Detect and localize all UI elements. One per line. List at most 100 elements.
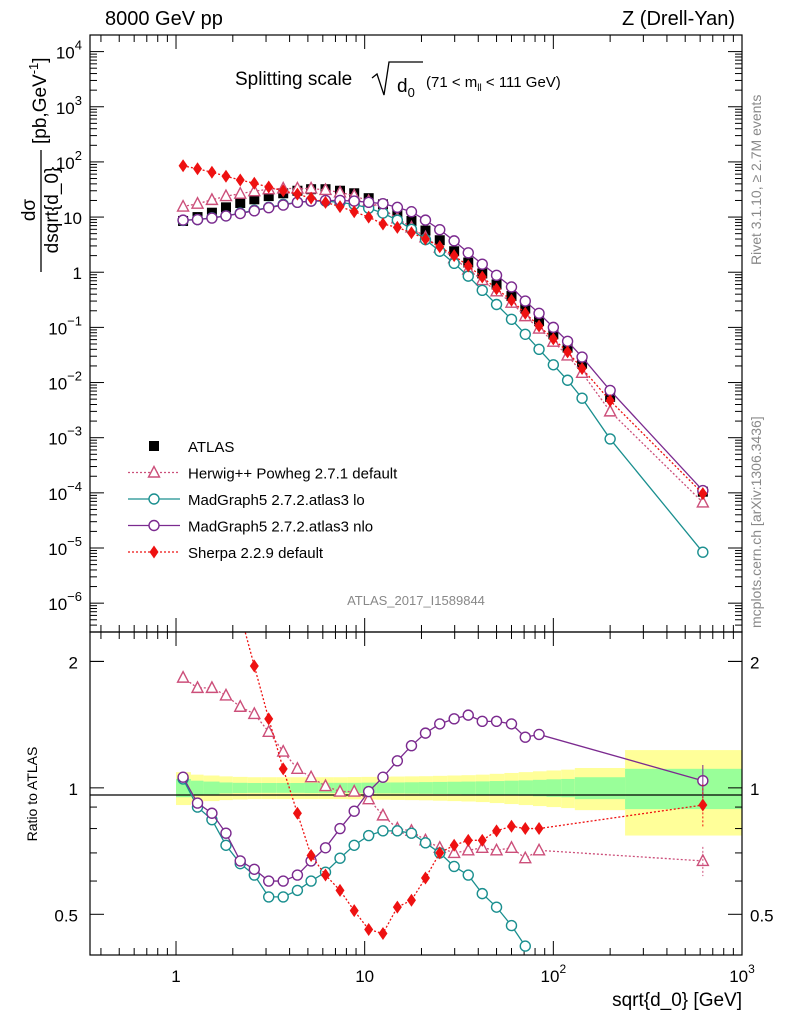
y-tick-label: 10−1 [48, 313, 82, 338]
legend-label: MadGraph5 2.7.2.atlas3 lo [188, 492, 365, 509]
band-inner [518, 780, 533, 796]
ratio-data-point [348, 839, 360, 851]
data-point [505, 313, 518, 326]
data-point [220, 210, 232, 222]
ratio-data-point [334, 852, 346, 864]
data-point [603, 403, 617, 417]
ratio-series-line [182, 677, 703, 862]
ratio-data-point [191, 797, 204, 809]
data-point [235, 173, 245, 187]
data-point [207, 165, 217, 179]
data-point [490, 269, 503, 281]
band-inner [561, 778, 575, 798]
data-point [463, 259, 473, 273]
ratio-data-point [306, 849, 316, 863]
x-tick-label: 1 [171, 967, 180, 986]
ratio-data-point [219, 687, 233, 701]
ratio-data-point [276, 744, 290, 757]
ratio-data-point [448, 713, 460, 725]
ratio-series-layer [176, 632, 710, 952]
data-point [264, 180, 274, 194]
ratio-data-point [249, 659, 259, 673]
y-tick-label: 10−4 [48, 479, 82, 504]
band-inner [247, 782, 262, 793]
legend-entry: Herwig++ Powheg 2.7.1 default [128, 464, 398, 483]
y-tick-label: 104 [56, 38, 82, 63]
y-tick-label: 103 [56, 93, 82, 118]
ratio-data-point [292, 806, 302, 820]
ratio-data-point [391, 755, 404, 767]
series-madgraph5-2-7-2-atlas3-nlo [177, 194, 709, 497]
ratio-data-point [447, 845, 461, 859]
band-inner [461, 781, 476, 795]
title-cut-sub: ll [477, 83, 481, 94]
data-point [604, 433, 616, 445]
ratio-y-tick-label-right: 1 [750, 780, 759, 799]
data-point [548, 332, 558, 346]
data-point [219, 188, 233, 202]
data-point [476, 284, 488, 297]
ratio-data-point [220, 839, 232, 851]
data-point [235, 197, 246, 208]
data-point [533, 307, 545, 320]
ratio-data-point [305, 875, 317, 887]
data-point [505, 281, 518, 293]
data-point [561, 335, 574, 347]
data-point [247, 183, 261, 197]
band-inner [290, 782, 305, 793]
ratio-data-point [362, 829, 375, 842]
ratio-data-point [477, 833, 487, 847]
rivet-version-label: Rivet 3.1.10, ≥ 2.7M events [748, 95, 764, 265]
data-point [377, 207, 389, 219]
y-label-denominator: dsqrt{d_0} [42, 167, 63, 254]
band-inner [546, 779, 562, 797]
ratio-data-point [392, 900, 402, 914]
data-point [576, 392, 588, 404]
title-symbol-sub: 0 [408, 85, 415, 100]
title-cut: (71 < m [426, 74, 477, 91]
data-point [233, 186, 247, 199]
data-point [378, 217, 388, 231]
ratio-data-point [520, 822, 530, 836]
ratio-series-madgraph5-2-7-2-atlas3-nlo [177, 709, 709, 887]
data-point [534, 319, 544, 333]
data-point [519, 295, 531, 307]
ratio-data-point [206, 807, 218, 819]
legend-marker [148, 519, 160, 532]
data-point [277, 199, 289, 211]
title-cut-end: < 111 GeV) [482, 74, 561, 91]
y-label-units-sup: -1 [26, 63, 41, 75]
data-point [533, 343, 545, 356]
ratio-data-point [377, 825, 389, 837]
ratio-data-point [349, 904, 359, 918]
data-point [193, 162, 203, 176]
band-inner [219, 782, 233, 794]
ratio-data-point [476, 715, 488, 728]
legend-entry: ATLAS [149, 439, 234, 456]
data-point [221, 169, 231, 183]
legend-label: ATLAS [188, 439, 234, 456]
ratio-data-point [176, 670, 190, 683]
ratio-data-point [534, 822, 544, 836]
band-inner [304, 782, 319, 794]
ratio-data-point [378, 927, 388, 941]
data-point [348, 195, 360, 207]
ratio-data-point [434, 718, 446, 730]
data-point [178, 159, 188, 173]
data-point [520, 306, 530, 320]
legend-label: Sherpa 2.2.9 default [188, 545, 324, 562]
data-point [248, 205, 261, 217]
ratio-data-point [475, 840, 489, 853]
ratio-data-point [420, 871, 430, 885]
uncertainty-bands [176, 750, 742, 836]
ratio-data-point [234, 855, 246, 867]
ratio-data-point [319, 842, 332, 854]
legend-marker [149, 441, 159, 451]
data-point [476, 258, 488, 270]
data-point [406, 226, 416, 240]
header-left: 8000 GeV pp [105, 8, 223, 30]
ratio-ticks: 1 10 102 103 2 2 1 1 0.5 0.5 [54, 653, 773, 986]
data-point [448, 235, 460, 247]
